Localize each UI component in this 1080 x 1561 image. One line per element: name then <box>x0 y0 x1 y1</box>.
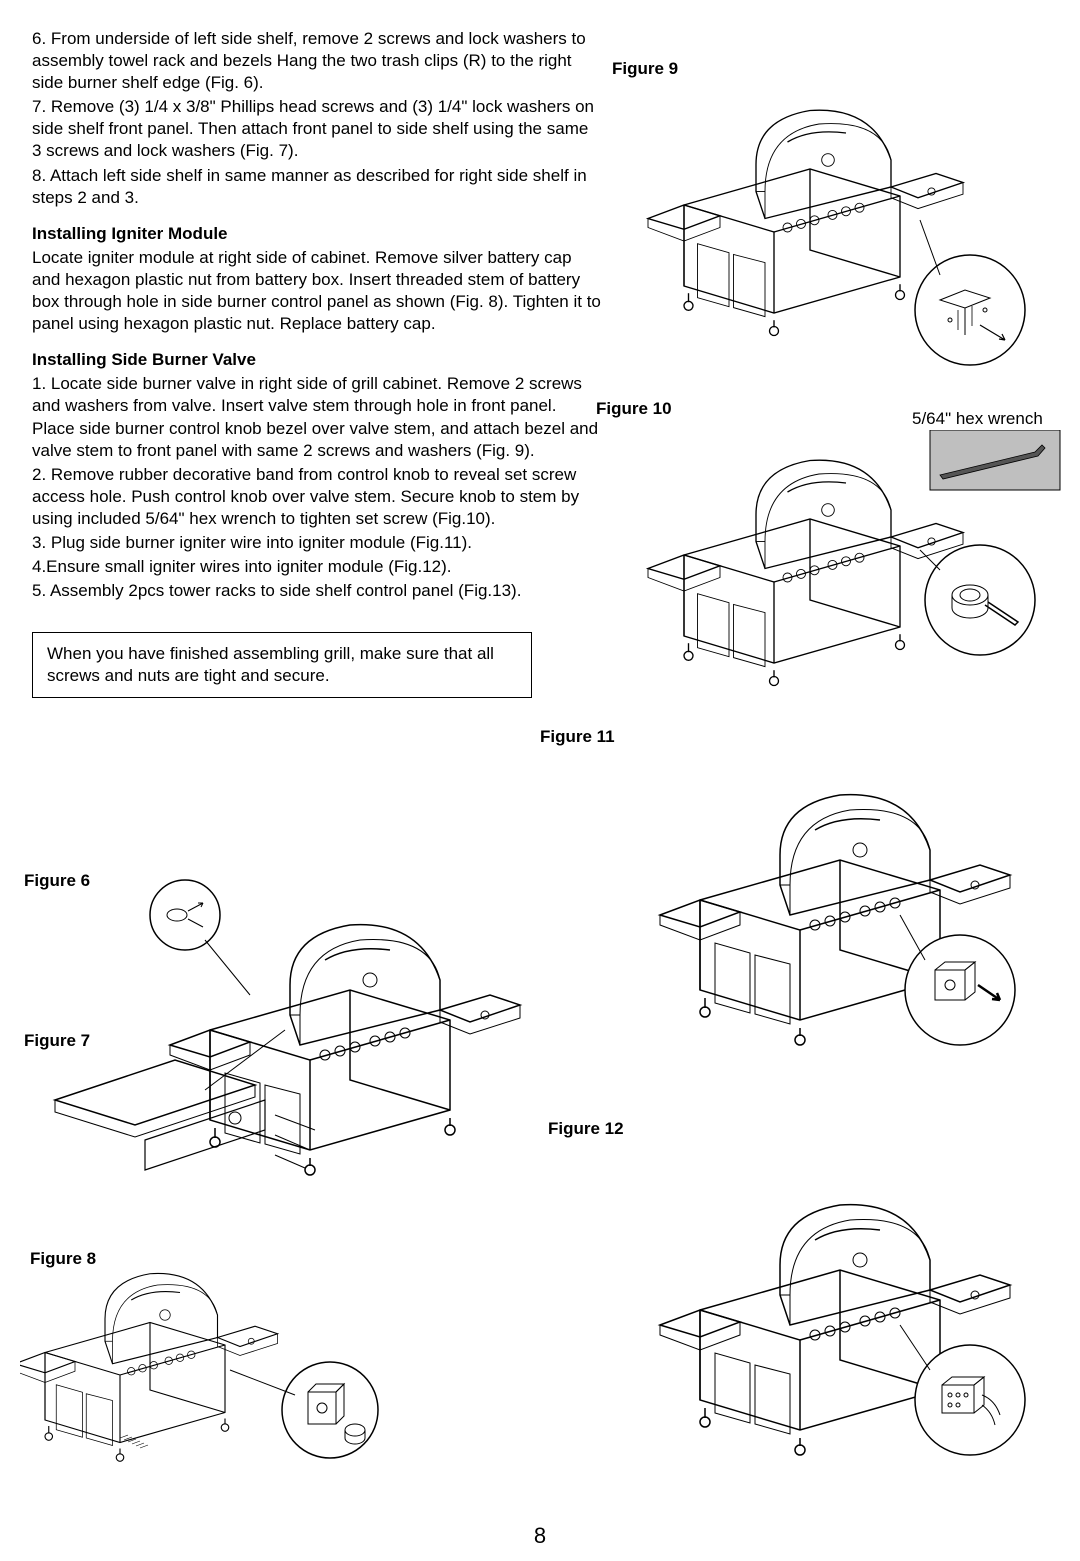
valve-step-4: 4.Ensure small igniter wires into ignite… <box>32 556 602 578</box>
valve-step-3: 3. Plug side burner igniter wire into ig… <box>32 532 602 554</box>
page-number: 8 <box>534 1522 546 1551</box>
valve-step-2: 2. Remove rubber decorative band from co… <box>32 464 602 530</box>
note-text: When you have finished assembling grill,… <box>47 643 517 687</box>
valve-step-5: 5. Assembly 2pcs tower racks to side she… <box>32 580 602 602</box>
figure-11-diagram <box>640 750 1060 1080</box>
figure-10-diagram <box>640 430 1070 730</box>
text-column: 6. From underside of left side shelf, re… <box>32 28 602 698</box>
label-hex-wrench: 5/64" hex wrench <box>912 408 1043 430</box>
valve-step-1: 1. Locate side burner valve in right sid… <box>32 373 602 461</box>
note-box: When you have finished assembling grill,… <box>32 632 532 698</box>
heading-igniter: Installing Igniter Module <box>32 223 602 245</box>
label-figure-11: Figure 11 <box>540 726 615 748</box>
label-figure-10: Figure 10 <box>596 398 672 420</box>
label-figure-12: Figure 12 <box>548 1118 624 1140</box>
heading-valve: Installing Side Burner Valve <box>32 349 602 371</box>
step-8: 8. Attach left side shelf in same manner… <box>32 165 602 209</box>
step-6: 6. From underside of left side shelf, re… <box>32 28 602 94</box>
figure-9-diagram <box>640 90 1060 390</box>
step-7: 7. Remove (3) 1/4 x 3/8" Phillips head s… <box>32 96 602 162</box>
igniter-body: Locate igniter module at right side of c… <box>32 247 602 335</box>
figure-6-7-8-diagram <box>20 840 540 1540</box>
figure-12-diagram <box>640 1150 1060 1500</box>
label-figure-9: Figure 9 <box>612 58 678 80</box>
